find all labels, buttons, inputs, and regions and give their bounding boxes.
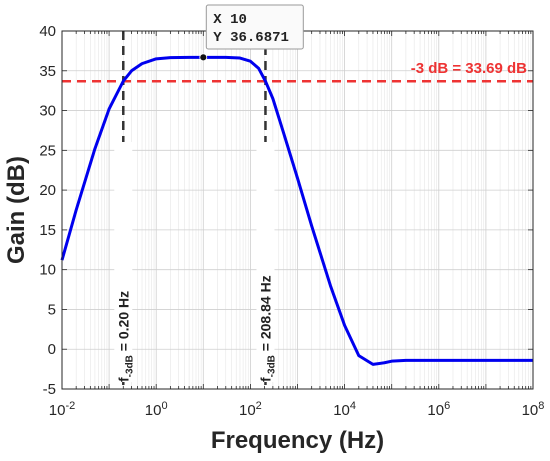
y-tick-label: 5	[48, 301, 56, 318]
y-tick-label: 35	[39, 63, 56, 80]
datatip-box	[205, 4, 304, 50]
x-tick-label: 106	[427, 400, 450, 419]
datatip-x-value: X 10	[213, 12, 247, 28]
x-tick-label: 108	[522, 400, 545, 419]
y-tick-label: -5	[43, 381, 56, 398]
minus-3db-label: -3 dB = 33.69 dB	[411, 60, 527, 77]
cutoff-frequency-label: f-3dB = 208.84 Hz	[257, 275, 277, 382]
y-tick-label: 0	[48, 341, 56, 358]
x-tick-label: 102	[239, 400, 262, 419]
cutoff-label-background	[114, 142, 133, 382]
x-tick-label: 104	[333, 400, 356, 419]
y-tick-label: 15	[39, 222, 56, 239]
cutoff-label-background	[256, 142, 275, 382]
gain-series-line	[60, 55, 533, 366]
x-tick-label: 10-2	[49, 400, 75, 419]
annotation-labels: f-3dB = 0.20 Hz f-3dB = 208.84 Hz -3 dB = …	[114, 4, 527, 382]
y-tick-label: 20	[39, 182, 56, 199]
cutoff-frequency-label: f-3dB = 0.20 Hz	[115, 291, 135, 382]
y-tick-label: 30	[39, 103, 56, 120]
y-axis-title: Gain (dB)	[3, 156, 30, 264]
y-tick-label: 10	[39, 262, 56, 279]
x-axis-title: Frequency (Hz)	[211, 427, 384, 454]
y-tick-label: 40	[39, 23, 56, 40]
x-tick-label: 100	[145, 400, 168, 419]
y-tick-label: 25	[39, 142, 56, 159]
chart-marks	[60, 31, 533, 389]
datatip-marker	[199, 53, 208, 62]
datatip-y-value: Y 36.6871	[213, 30, 289, 46]
axis-ticks: -5 0 5 10 15 20 25 30 35 40 10-2 100 102 104 106 108	[39, 23, 544, 419]
